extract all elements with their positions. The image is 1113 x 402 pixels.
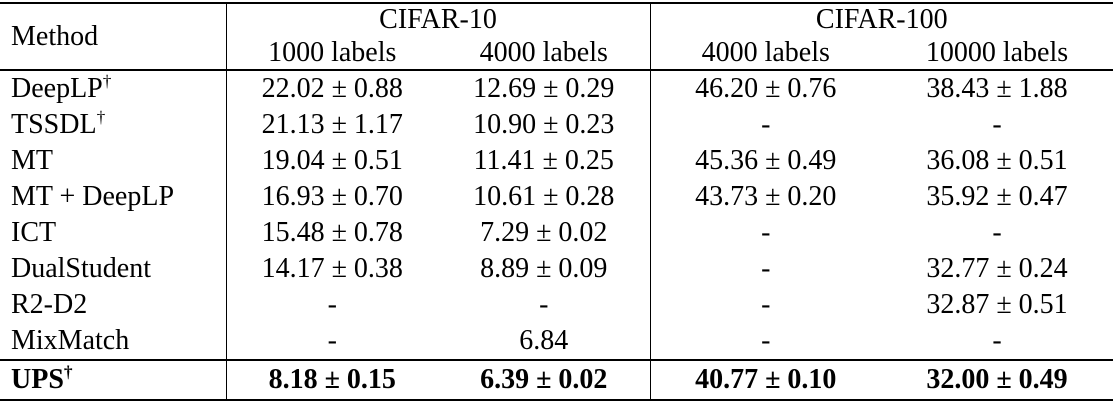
value-cell: 32.00 ± 0.49 (926, 364, 1068, 395)
table-row-r2d2: R2-D2 - - - 32.87 ± 0.51 (0, 287, 1113, 323)
value-cell: 8.89 ± 0.09 (480, 253, 608, 284)
method-cell: MT (0, 143, 226, 179)
value-cell: 14.17 ± 0.38 (225, 251, 438, 287)
dagger-superscript: † (96, 107, 106, 127)
method-cell: DualStudent (0, 251, 226, 287)
subcol-header-cifar10-1000: 1000 labels (225, 36, 438, 70)
method-cell: UPS† (0, 360, 226, 400)
table-row-tssdl: TSSDL† 21.13 ± 1.17 10.90 ± 0.23 - - (0, 107, 1113, 143)
method-cell: MT + DeepLP (0, 179, 226, 215)
value-cell: 10.90 ± 0.23 (473, 109, 615, 140)
value-cell: - (649, 215, 881, 251)
value-cell: 46.20 ± 0.76 (649, 70, 881, 107)
value-cell: - (992, 109, 1002, 140)
method-cell: ICT (0, 215, 226, 251)
value-cell: - (649, 107, 881, 143)
value-cell: 10.61 ± 0.28 (473, 181, 615, 212)
value-cell: - (649, 287, 881, 323)
method-name: MT + DeepLP (11, 181, 175, 212)
group-header-cifar10: CIFAR-10 (225, 3, 650, 36)
value-cell: 16.93 ± 0.70 (225, 179, 438, 215)
value-cell: 7.29 ± 0.02 (480, 217, 608, 248)
method-name: DeepLP (11, 73, 103, 104)
table-row-mixmatch: MixMatch - 6.84 - - (0, 323, 1113, 360)
value-cell: 40.77 ± 0.10 (649, 360, 881, 400)
method-name: DualStudent (11, 253, 151, 284)
method-name: MT (11, 145, 53, 176)
value-cell: 45.36 ± 0.49 (649, 143, 881, 179)
table-row-mt: MT 19.04 ± 0.51 11.41 ± 0.25 45.36 ± 0.4… (0, 143, 1113, 179)
value-cell: 12.69 ± 0.29 (473, 73, 615, 104)
value-cell: - (225, 323, 438, 360)
value-cell: 6.39 ± 0.02 (480, 364, 608, 395)
subcol-header-cifar10-4000: 4000 labels (479, 36, 608, 68)
method-cell: MixMatch (0, 323, 226, 360)
value-cell: 32.77 ± 0.24 (926, 253, 1068, 284)
value-cell: 36.08 ± 0.51 (926, 145, 1068, 176)
value-cell: 35.92 ± 0.47 (926, 181, 1068, 212)
value-cell: - (225, 287, 438, 323)
dagger-superscript: † (63, 362, 73, 382)
col-header-method: Method (11, 20, 99, 52)
table-header: Method CIFAR-10 CIFAR-100 1000 labels 40… (0, 3, 1113, 70)
value-cell: 15.48 ± 0.78 (225, 215, 438, 251)
value-cell: 11.41 ± 0.25 (473, 145, 614, 176)
method-name: UPS (11, 364, 64, 395)
subcolumn-header-row: 1000 labels 4000 labels 4000 labels 1000… (0, 36, 1113, 70)
dagger-superscript: † (102, 71, 112, 91)
method-name: MixMatch (11, 325, 130, 356)
value-cell: 43.73 ± 0.20 (649, 179, 881, 215)
group-header-cifar100: CIFAR-100 (649, 3, 1113, 36)
value-cell: 21.13 ± 1.17 (225, 107, 438, 143)
table-body: DeepLP† 22.02 ± 0.88 12.69 ± 0.29 46.20 … (0, 70, 1113, 400)
table-row-ict: ICT 15.48 ± 0.78 7.29 ± 0.02 - - (0, 215, 1113, 251)
value-cell: 22.02 ± 0.88 (225, 70, 438, 107)
method-cell: DeepLP† (0, 70, 226, 107)
value-cell: - (992, 325, 1002, 356)
value-cell: 19.04 ± 0.51 (225, 143, 438, 179)
table-row-deeplp: DeepLP† 22.02 ± 0.88 12.69 ± 0.29 46.20 … (0, 70, 1113, 107)
method-cell: R2-D2 (0, 287, 226, 323)
method-name: ICT (11, 217, 57, 248)
table-row-mt-deeplp: MT + DeepLP 16.93 ± 0.70 10.61 ± 0.28 43… (0, 179, 1113, 215)
value-cell: 8.18 ± 0.15 (225, 360, 438, 400)
value-cell: - (992, 217, 1002, 248)
subcol-header-cifar100-4000: 4000 labels (649, 36, 881, 70)
method-name: R2-D2 (11, 289, 88, 320)
method-name: TSSDL (11, 109, 97, 140)
value-cell: - (649, 323, 881, 360)
value-cell: 32.87 ± 0.51 (926, 289, 1068, 320)
table-row-dualstudent: DualStudent 14.17 ± 0.38 8.89 ± 0.09 - 3… (0, 251, 1113, 287)
value-cell: 38.43 ± 1.88 (926, 73, 1068, 104)
table-row-ups: UPS† 8.18 ± 0.15 6.39 ± 0.02 40.77 ± 0.1… (0, 360, 1113, 400)
value-cell: - (649, 251, 881, 287)
group-header-row: Method CIFAR-10 CIFAR-100 (0, 3, 1113, 50)
value-cell: 6.84 (519, 325, 569, 356)
value-cell: - (539, 289, 549, 320)
method-cell: TSSDL† (0, 107, 226, 143)
subcol-header-cifar100-10000: 10000 labels (925, 36, 1069, 68)
